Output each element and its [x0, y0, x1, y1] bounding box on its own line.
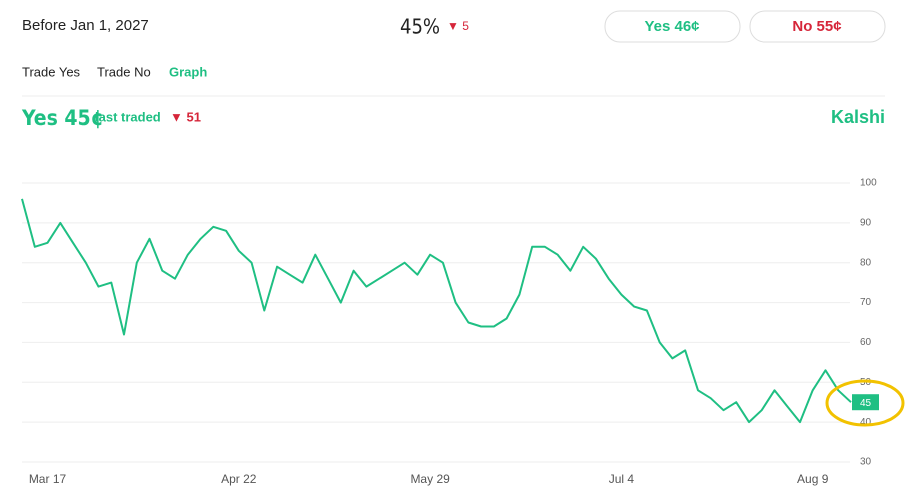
brand: Kalshi	[831, 107, 885, 127]
y-tick-label: 60	[860, 337, 872, 348]
y-tick-label: 40	[860, 417, 872, 428]
current-value-box	[852, 394, 879, 411]
no-button-label[interactable]: No 55¢	[792, 18, 841, 35]
x-tick-label: Jul 4	[609, 472, 635, 486]
price-change: ▼ 51	[170, 109, 201, 124]
x-tick-label: May 29	[410, 472, 450, 486]
yes-button-label[interactable]: Yes 46¢	[644, 18, 699, 35]
x-tick-label: Mar 17	[29, 472, 67, 486]
percent-change: ▼ 5	[447, 19, 469, 33]
highlight-circle	[825, 379, 905, 427]
x-tick-label: Apr 22	[221, 472, 257, 486]
percent: 45%	[400, 15, 440, 39]
no-button[interactable]	[749, 10, 886, 43]
tab[interactable]: Trade No	[97, 64, 151, 79]
y-tick-label: 80	[860, 257, 872, 268]
price-line	[21, 198, 852, 424]
market-title: Before Jan 1, 2027	[22, 17, 149, 34]
y-tick-label: 100	[860, 178, 877, 189]
yes-button[interactable]	[604, 10, 741, 43]
x-tick-label: Aug 9	[797, 472, 829, 486]
y-tick-label: 90	[860, 217, 872, 228]
price: Yes 45¢	[21, 106, 104, 130]
current-value-label: 45	[860, 398, 872, 409]
tab[interactable]: Trade Yes	[22, 64, 81, 79]
y-tick-label: 70	[860, 297, 872, 308]
y-tick-label: 30	[860, 457, 872, 468]
tab-active[interactable]: Graph	[169, 64, 207, 79]
price-note: last traded	[95, 109, 161, 124]
